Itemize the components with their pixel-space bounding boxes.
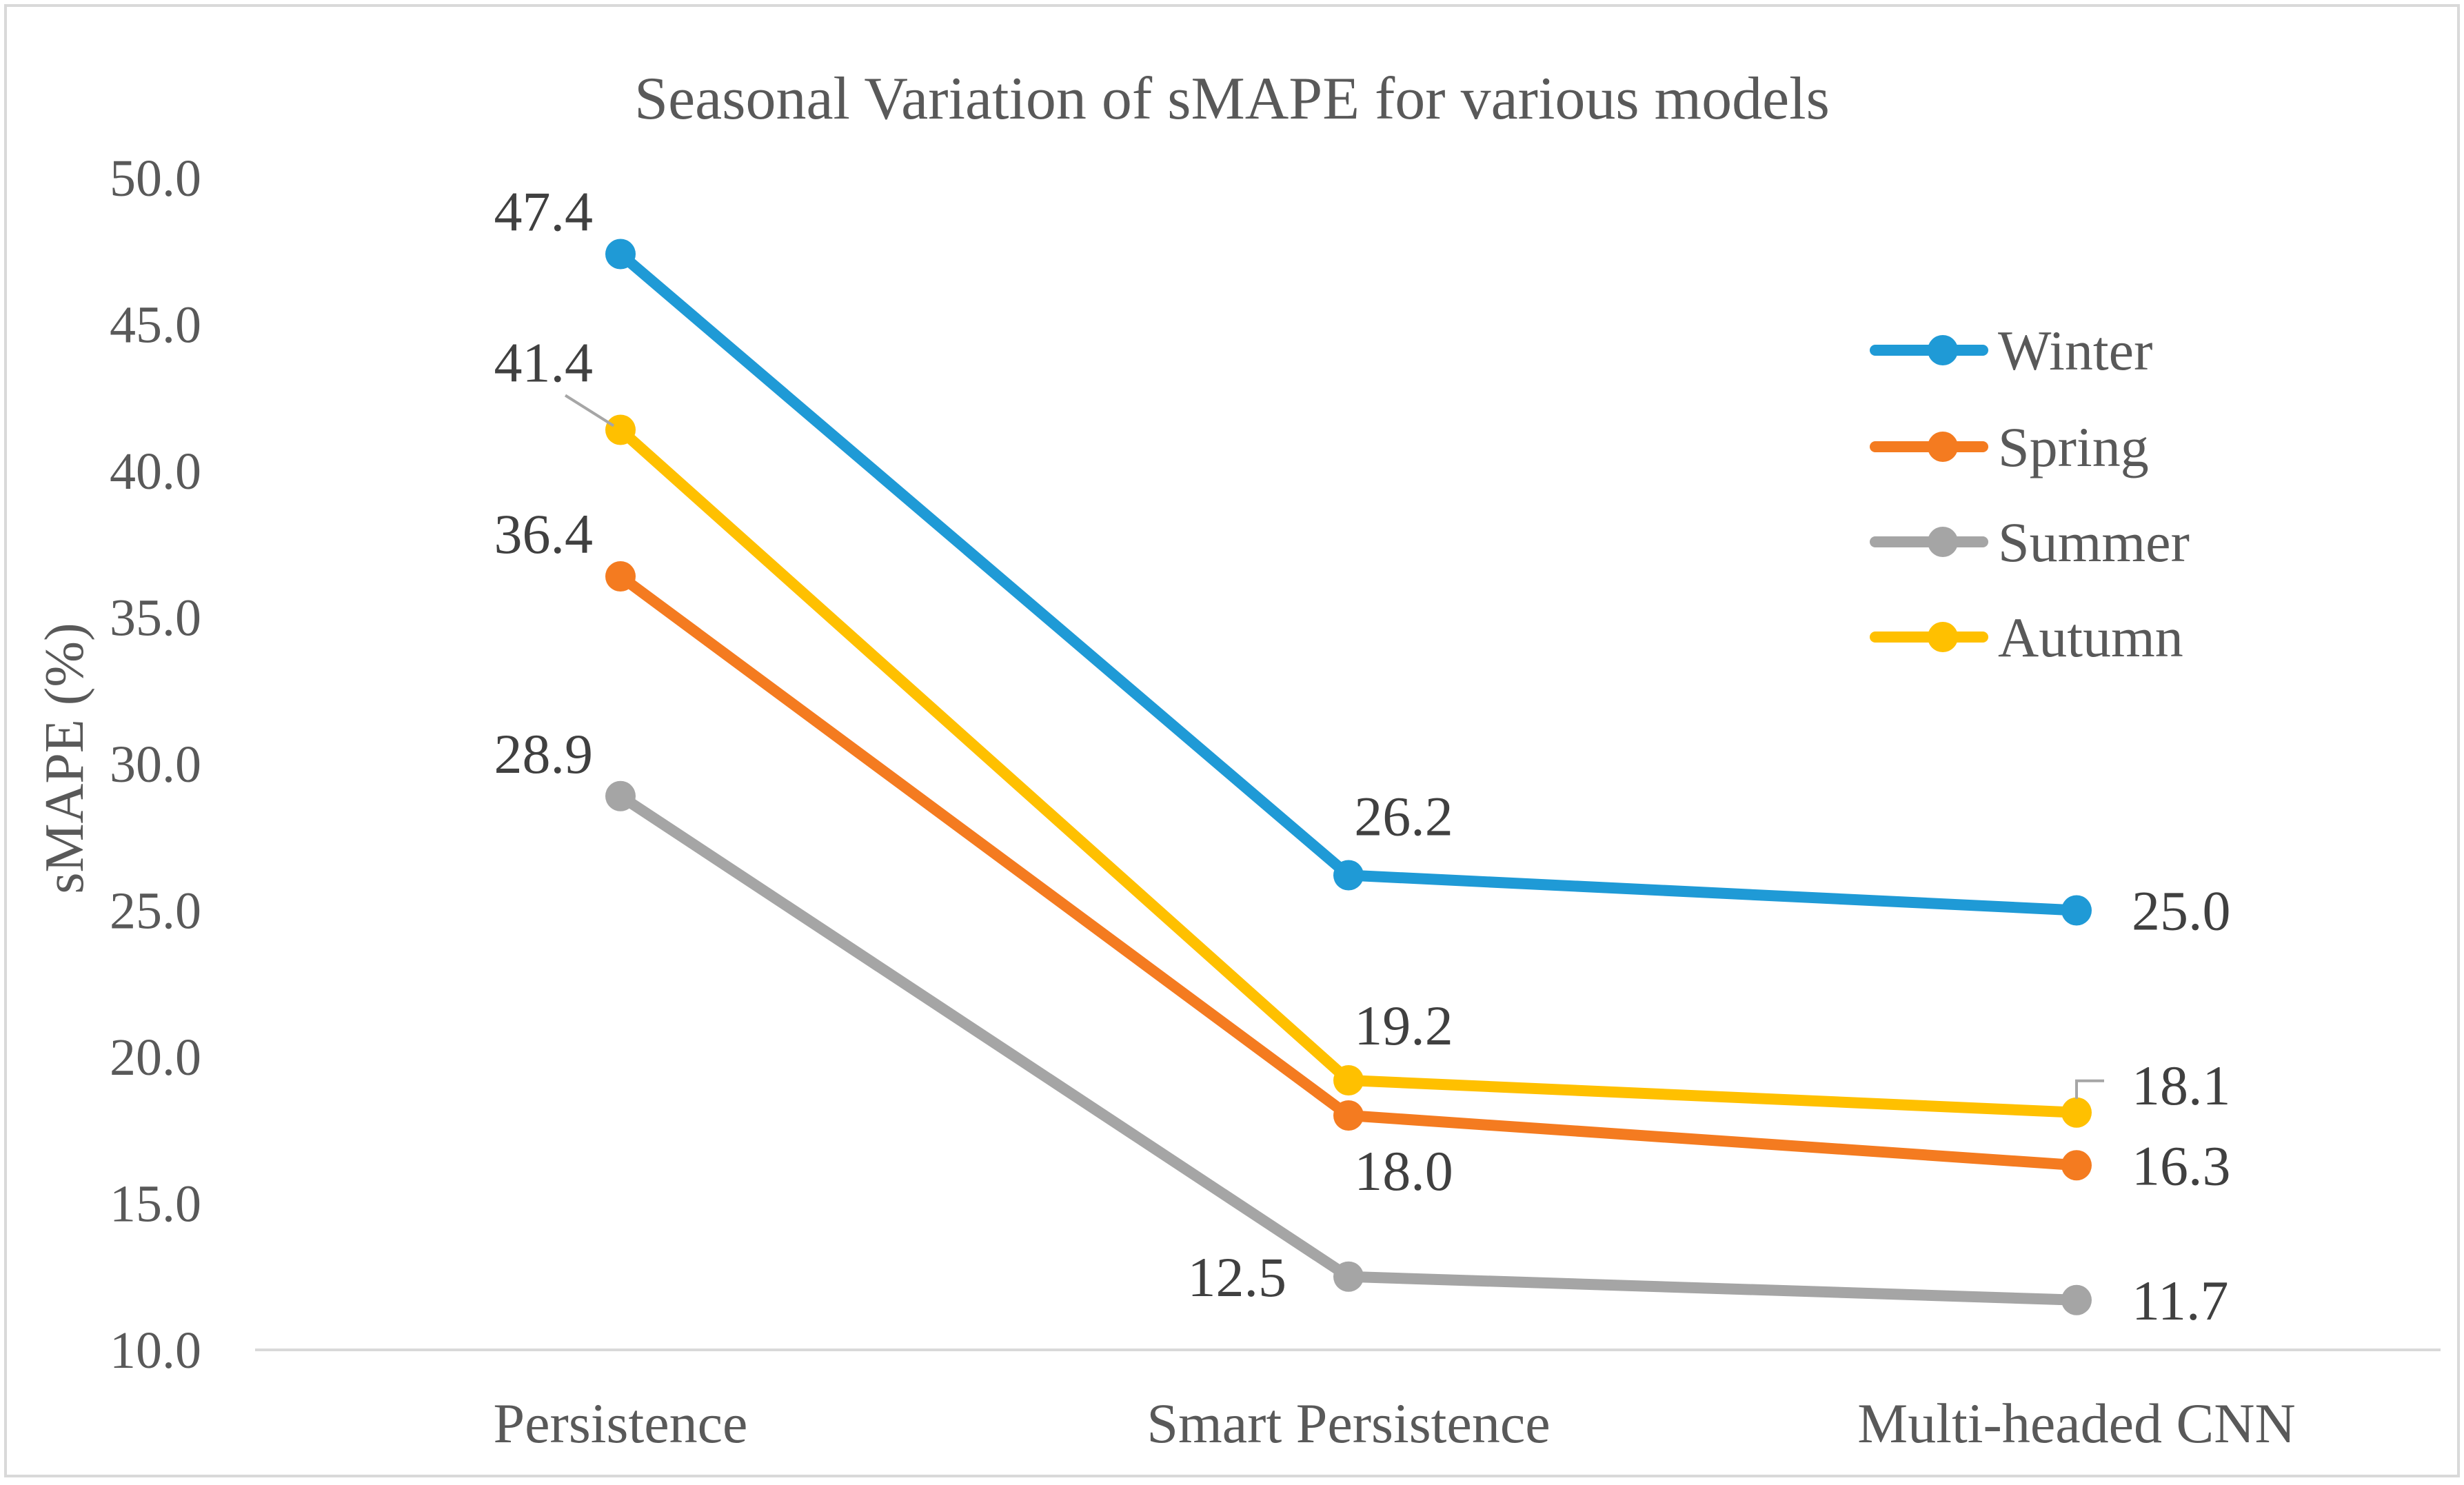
legend-item-autumn: Autumn [1870,606,2183,669]
legend-swatch-marker [1928,432,1958,462]
legend-item-spring: Spring [1870,416,2149,478]
legend-label: Autumn [1998,606,2183,669]
y-tick-label: 50.0 [110,150,201,208]
legend-item-summer: Summer [1870,511,2190,574]
legend-swatch-marker [1928,335,1958,365]
series-autumn [605,414,2092,1128]
data-label: 12.5 [1188,1246,1287,1309]
y-tick-label: 45.0 [110,296,201,354]
x-category-label: Persistence [494,1392,748,1455]
data-label: 36.4 [494,503,594,565]
y-tick-label: 25.0 [110,882,201,940]
series-winter [605,239,2092,926]
data-point [2061,1284,2092,1315]
legend: Winter Spring Summer Autumn [1870,319,2190,669]
data-label: 18.0 [1354,1140,1453,1202]
data-point [1333,1100,1364,1131]
data-point [2061,1150,2092,1181]
y-tick-label: 15.0 [110,1175,201,1233]
legend-swatch-marker [1928,527,1958,557]
series-group: 47.4 26.2 25.0 36.4 18.0 16.3 28.9 12.5 11.7 41.4… [494,181,2231,1332]
data-point [605,239,636,270]
data-label: 41.4 [494,332,594,394]
data-point [605,780,636,811]
data-point [1333,860,1364,891]
data-label: 47.4 [494,181,594,243]
legend-label: Summer [1998,511,2190,574]
series-spring [605,561,2092,1181]
y-tick-label: 30.0 [110,736,201,794]
data-label: 26.2 [1354,785,1453,848]
legend-label: Spring [1998,416,2149,478]
chart-border [4,4,2460,1477]
data-point [1333,1065,1364,1095]
y-tick-label: 35.0 [110,589,201,647]
y-axis-ticks: 10.0 15.0 20.0 25.0 30.0 35.0 40.0 45.0 50.0 [110,150,201,1380]
series-summer [605,780,2092,1315]
data-point [605,561,636,592]
legend-swatch-marker [1928,622,1958,652]
chart-title: Seasonal Variation of sMAPE for various … [634,65,1830,132]
data-label: 11.7 [2132,1269,2228,1332]
data-point [1333,1261,1364,1292]
data-label: 19.2 [1354,994,1453,1057]
data-label: 16.3 [2132,1134,2231,1197]
leader-line [2075,1079,2104,1099]
y-axis-title: sMAPE (%) [34,623,95,893]
data-point [2061,1097,2092,1128]
data-point [2061,895,2092,926]
x-category-label: Smart Persistence [1147,1392,1550,1455]
x-axis-categories: Persistence Smart Persistence Multi-headed… [494,1392,2296,1455]
data-label: 28.9 [494,723,594,785]
y-tick-label: 10.0 [110,1322,201,1380]
data-label: 25.0 [2132,880,2231,942]
data-label: 18.1 [2132,1054,2231,1117]
y-tick-label: 20.0 [110,1029,201,1087]
data-point [605,414,636,445]
y-tick-label: 40.0 [110,443,201,501]
leader-line [564,394,615,427]
x-category-label: Multi-headed CNN [1857,1392,2295,1455]
legend-item-winter: Winter [1870,319,2152,382]
legend-label: Winter [1998,319,2152,382]
